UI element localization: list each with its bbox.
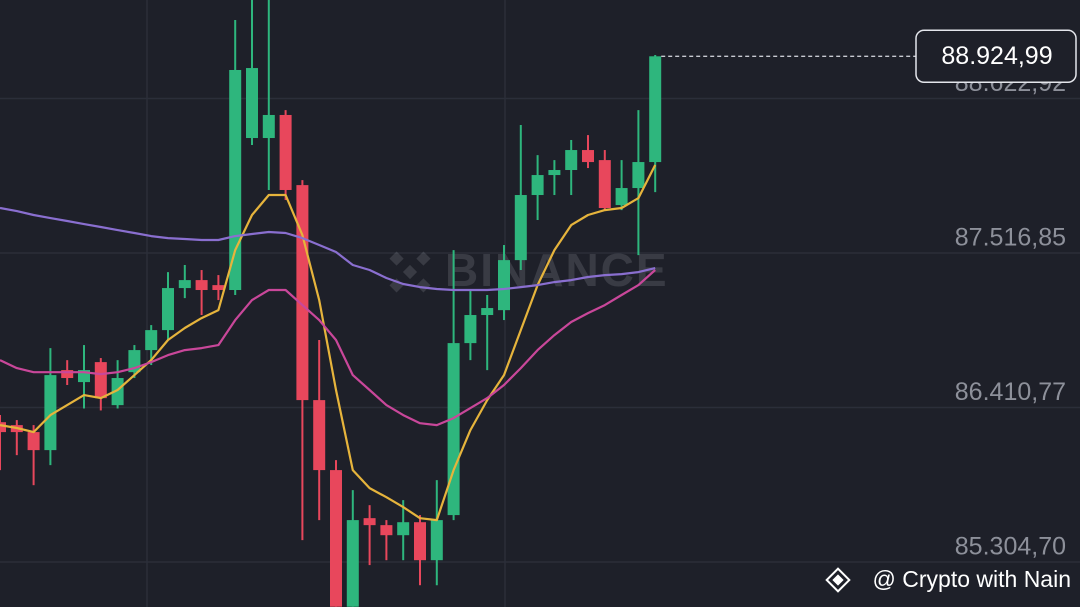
watermark: BINANCE <box>389 244 669 296</box>
credit-logo <box>825 567 851 593</box>
credit-text: @ Crypto with Nain <box>873 566 1071 592</box>
candle-body <box>61 370 74 379</box>
candle-body <box>649 56 662 163</box>
candle-body <box>145 330 158 351</box>
candle-body <box>296 185 309 401</box>
candle-body <box>430 520 443 561</box>
candle-body <box>397 522 410 536</box>
watermark-text: BINANCE <box>445 244 669 296</box>
candle-body <box>212 285 225 291</box>
last-price-label: 88.924,99 <box>941 42 1052 70</box>
candle-body <box>195 280 208 291</box>
candle-body <box>380 525 393 536</box>
grid <box>0 97 1080 563</box>
candle-body <box>262 114 275 139</box>
y-tick-label: 87.516,85 <box>955 224 1066 252</box>
last-price-box <box>915 29 1077 84</box>
candle-body <box>414 522 426 561</box>
moving-average-line <box>0 269 656 427</box>
candle-body <box>111 378 124 406</box>
moving-average-line <box>0 164 657 522</box>
credit: @ Crypto with Nain <box>825 566 1071 593</box>
candle-body <box>363 518 376 526</box>
candle-body <box>447 343 460 516</box>
candle-body <box>346 520 359 607</box>
candle-body <box>548 170 561 176</box>
candle-body <box>0 422 6 433</box>
candle-body <box>498 260 510 311</box>
plot <box>0 0 662 607</box>
candle-body <box>598 160 611 209</box>
candle-body <box>178 280 191 289</box>
candle-body <box>313 400 326 471</box>
y-tick-label: 85.304,70 <box>955 533 1066 561</box>
candle-body <box>246 68 258 139</box>
candle-body <box>162 288 174 331</box>
candle-body <box>94 362 107 399</box>
candle-body <box>330 470 342 607</box>
candle-body <box>632 162 645 189</box>
moving-average-line <box>0 206 656 292</box>
candle-body <box>464 315 477 344</box>
candle-body <box>229 69 242 291</box>
candle-body <box>615 188 628 206</box>
y-tick-label: 86.410,77 <box>955 378 1066 406</box>
candle-body <box>565 150 578 171</box>
candle-body <box>27 432 40 451</box>
candle-body <box>531 175 544 196</box>
candle-body <box>514 195 527 261</box>
candle-body <box>481 308 494 316</box>
candle-body <box>279 114 292 190</box>
candle-body <box>582 150 594 163</box>
candle-body <box>44 375 57 451</box>
y-axis: 88.622,9287.516,8586.410,7785.304,7088.9… <box>661 29 1077 561</box>
